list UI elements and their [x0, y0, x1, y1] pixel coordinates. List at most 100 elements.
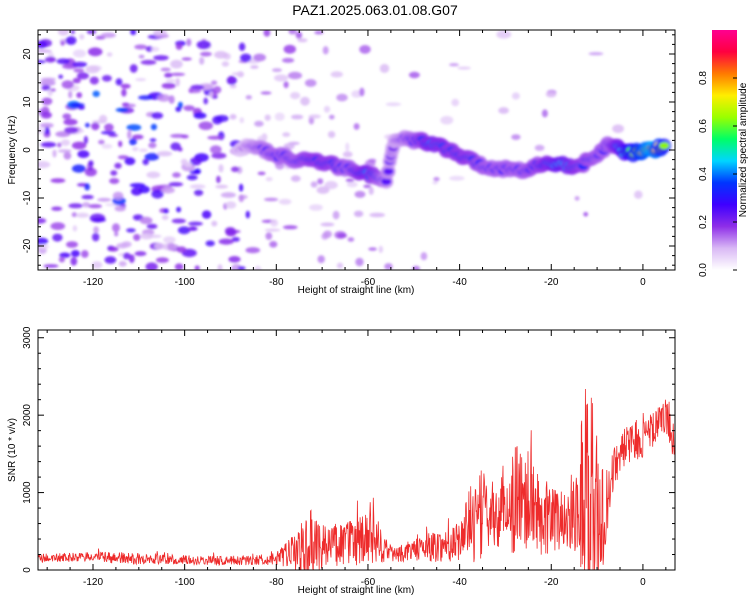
- noise-blob: [186, 174, 198, 181]
- x-tick-label: -100: [175, 277, 195, 288]
- noise-blob: [345, 178, 355, 183]
- noise-blob: [420, 252, 428, 261]
- noise-blob: [122, 252, 131, 260]
- noise-blob: [170, 59, 183, 69]
- noise-blob: [83, 135, 88, 145]
- noise-blob: [87, 47, 103, 57]
- noise-blob: [148, 142, 157, 149]
- noise-blob: [229, 84, 237, 89]
- noise-blob: [70, 250, 80, 257]
- noise-blob: [58, 149, 72, 153]
- noise-blob: [140, 233, 154, 240]
- noise-blob: [88, 204, 102, 209]
- noise-blob: [245, 247, 261, 254]
- noise-blob: [224, 227, 236, 235]
- noise-blob: [634, 190, 643, 199]
- noise-blob: [142, 158, 149, 166]
- noise-blob: [41, 84, 51, 91]
- noise-blob: [43, 264, 59, 268]
- noise-blob: [264, 228, 281, 232]
- noise-blob: [49, 57, 55, 61]
- noise-blob: [181, 57, 192, 61]
- noise-blob: [218, 238, 234, 245]
- noise-blob: [81, 250, 89, 258]
- noise-blob: [308, 114, 321, 119]
- noise-blob: [253, 53, 266, 62]
- noise-blob: [71, 141, 87, 150]
- noise-blob: [612, 124, 624, 133]
- noise-blob: [215, 184, 229, 189]
- noise-blob: [38, 127, 46, 134]
- noise-blob: [183, 105, 195, 111]
- x-tick-label: -40: [452, 577, 467, 588]
- noise-blob: [127, 130, 132, 140]
- noise-blob: [368, 186, 374, 195]
- noise-blob: [211, 152, 227, 159]
- noise-blob: [245, 95, 252, 100]
- spectrogram-x-ticks: -120 -100 -80 -60 -40 -20 0: [46, 30, 667, 288]
- noise-blob: [163, 208, 169, 214]
- noise-blob: [237, 266, 246, 270]
- x-tick-label: 0: [640, 577, 646, 588]
- noise-blob: [282, 132, 291, 137]
- noise-blob: [126, 228, 136, 233]
- y-tick-label: -10: [22, 190, 33, 205]
- noise-blob: [225, 201, 237, 209]
- x-tick-label: -40: [452, 277, 467, 288]
- noise-blob: [193, 112, 207, 119]
- noise-blob: [336, 262, 344, 269]
- noise-blob: [70, 102, 85, 108]
- ridge-core: [381, 178, 392, 186]
- y-tick-label: 10: [22, 96, 33, 108]
- noise-blob: [133, 233, 141, 241]
- noise-blob: [51, 206, 63, 211]
- noise-blob: [120, 83, 131, 89]
- noise-blob: [190, 157, 202, 166]
- noise-blob: [61, 80, 74, 89]
- noise-blob: [38, 161, 51, 169]
- noise-blob: [176, 246, 187, 253]
- noise-blob: [155, 257, 169, 263]
- noise-blob: [190, 84, 205, 90]
- noise-blob: [144, 153, 160, 161]
- noise-blob: [221, 61, 230, 67]
- noise-blob: [290, 175, 301, 182]
- snr-panel: -120 -100 -80 -60 -40 -20 0 0 1000 2000 3000 Heig…: [7, 326, 676, 596]
- noise-blob: [154, 242, 165, 250]
- noise-blob: [138, 95, 154, 100]
- noise-blob: [283, 44, 296, 54]
- noise-blob: [55, 131, 71, 138]
- x-tick-label: -120: [83, 577, 103, 588]
- noise-blob: [50, 222, 66, 231]
- noise-blob: [40, 77, 56, 82]
- noise-blob: [323, 105, 331, 113]
- noise-blob: [165, 79, 176, 83]
- noise-blob: [130, 30, 137, 36]
- noise-blob: [188, 87, 194, 94]
- noise-blob: [170, 72, 186, 76]
- noise-blob: [181, 134, 189, 139]
- noise-blob: [104, 256, 117, 264]
- noise-blob: [121, 241, 132, 248]
- noise-blob: [175, 106, 182, 112]
- noise-blob: [50, 178, 66, 184]
- noise-blob: [117, 155, 129, 160]
- noise-blob: [77, 72, 89, 80]
- noise-blob: [63, 118, 78, 126]
- noise-blob: [265, 177, 273, 182]
- noise-blob: [368, 158, 377, 163]
- noise-blob: [220, 192, 236, 198]
- noise-blob: [131, 187, 143, 196]
- noise-blob: [85, 65, 100, 74]
- x-tick-label: 0: [640, 277, 646, 288]
- x-tick-label: -120: [83, 277, 103, 288]
- noise-blob: [270, 219, 279, 227]
- snr-frame: [37, 329, 676, 571]
- noise-blob: [110, 170, 118, 176]
- noise-blob: [146, 223, 158, 230]
- noise-blob: [62, 113, 72, 120]
- spectrogram-signal-ridge: [232, 130, 672, 189]
- noise-blob: [50, 88, 56, 92]
